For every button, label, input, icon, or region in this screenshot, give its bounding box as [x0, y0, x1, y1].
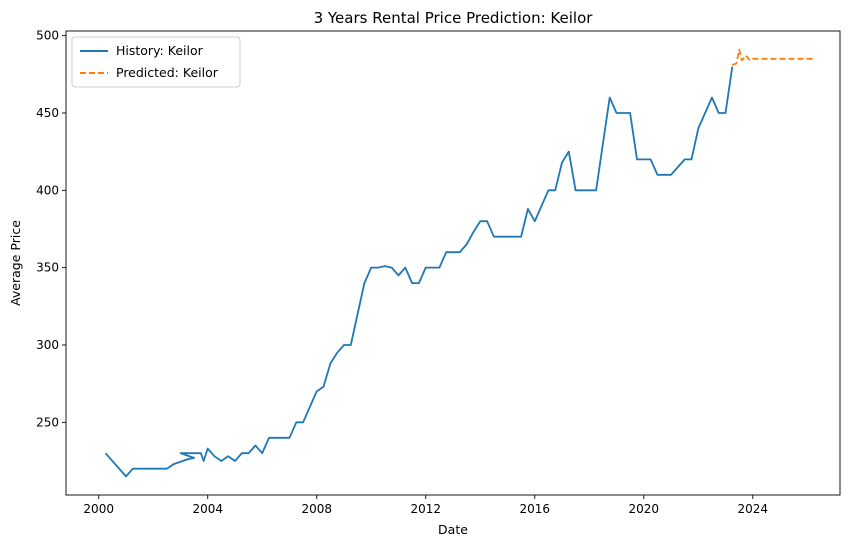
legend: History: Keilor Predicted: Keilor [71, 36, 241, 88]
x-tick-label: 2000 [83, 502, 114, 516]
chart-title: 3 Years Rental Price Prediction: Keilor [314, 9, 594, 27]
plot-frame [65, 30, 841, 496]
y-tick-label: 400 [36, 183, 59, 197]
y-tick-label: 350 [36, 261, 59, 275]
y-tick-label: 300 [36, 338, 59, 352]
x-tick-label: 2004 [192, 502, 223, 516]
predicted-series-line [731, 48, 815, 66]
y-tick-label: 250 [36, 415, 59, 429]
x-axis-ticks: 2000 2004 2008 2012 2016 2020 2024 [83, 495, 768, 516]
x-tick-label: 2012 [410, 502, 441, 516]
y-axis-ticks: 250 300 350 400 450 500 [36, 29, 66, 429]
plot-series [104, 48, 815, 478]
history-series-line [104, 66, 734, 478]
legend-entry-history: History: Keilor [116, 43, 204, 58]
x-axis-label: Date [438, 522, 468, 537]
x-tick-label: 2024 [738, 502, 769, 516]
legend-entry-predicted: Predicted: Keilor [116, 65, 219, 80]
y-tick-label: 500 [36, 29, 59, 43]
legend-box [71, 36, 241, 88]
y-axis-label: Average Price [8, 220, 23, 306]
y-tick-label: 450 [36, 106, 59, 120]
x-tick-label: 2016 [519, 502, 550, 516]
x-tick-label: 2020 [629, 502, 660, 516]
x-tick-label: 2008 [301, 502, 332, 516]
